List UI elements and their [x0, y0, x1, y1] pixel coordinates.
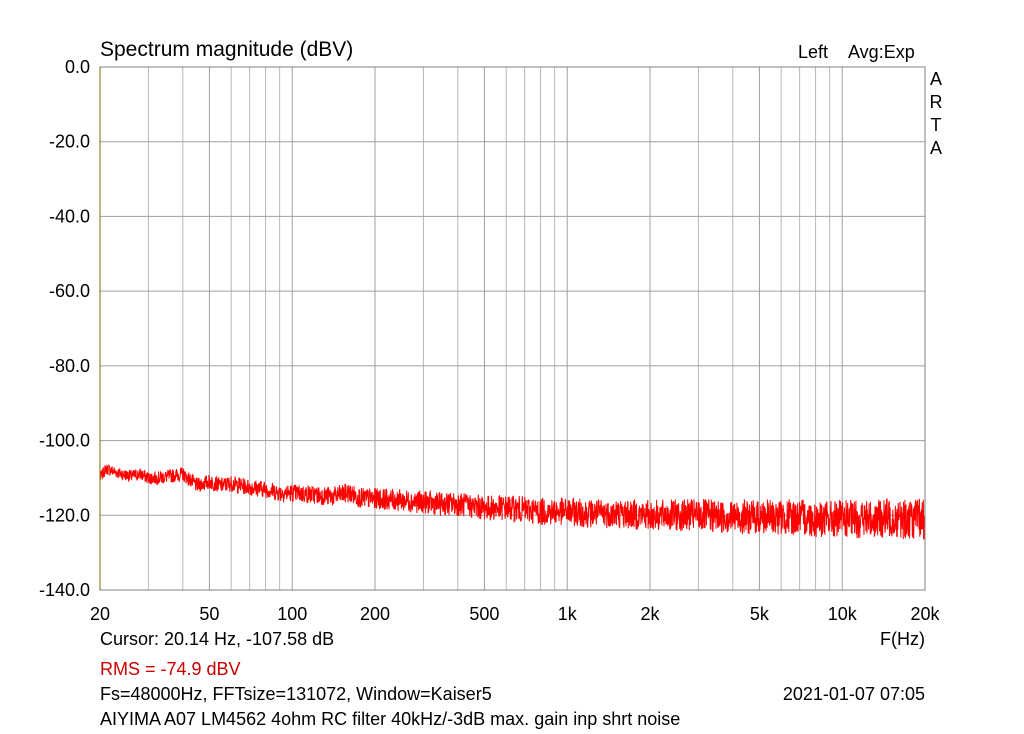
x-tick-label: 20 [90, 604, 110, 624]
y-tick-label: -60.0 [49, 281, 90, 301]
y-tick-label: -80.0 [49, 356, 90, 376]
x-tick-label: 100 [277, 604, 307, 624]
x-tick-label: 1k [558, 604, 578, 624]
brand-letter: R [930, 92, 943, 112]
y-tick-label: -120.0 [39, 505, 90, 525]
y-tick-label: -140.0 [39, 580, 90, 600]
x-axis-ticks: 20 50 100 200 500 1k 2k 5k 10k 20k [90, 604, 941, 624]
cursor-readout: Cursor: 20.14 Hz, -107.58 dB [100, 629, 334, 649]
y-tick-label: 0.0 [65, 57, 90, 77]
measurement-description: AIYIMA A07 LM4562 4ohm RC filter 40kHz/-… [100, 709, 680, 729]
spectrum-trace [99, 463, 926, 540]
x-tick-label: 50 [199, 604, 219, 624]
x-tick-label: 20k [910, 604, 940, 624]
chart-title: Spectrum magnitude (dBV) [100, 38, 353, 61]
brand-letter: T [931, 115, 942, 135]
rms-readout: RMS = -74.9 dBV [100, 659, 241, 679]
y-axis-ticks: 0.0 -20.0 -40.0 -60.0 -80.0 -100.0 -120.0 -140.… [39, 57, 90, 600]
x-tick-label: 10k [828, 604, 858, 624]
x-tick-label: 2k [640, 604, 660, 624]
brand-letter: A [930, 69, 942, 89]
y-tick-label: -20.0 [49, 132, 90, 152]
y-tick-label: -100.0 [39, 431, 90, 451]
x-axis-label: F(Hz) [880, 629, 925, 649]
x-tick-label: 500 [469, 604, 499, 624]
y-tick-label: -40.0 [49, 206, 90, 226]
x-tick-label: 5k [750, 604, 770, 624]
timestamp: 2021-01-07 07:05 [783, 684, 925, 704]
channel-label: Left [798, 42, 828, 62]
x-tick-label: 200 [360, 604, 390, 624]
brand-letter: A [930, 138, 942, 158]
fft-info: Fs=48000Hz, FFTsize=131072, Window=Kaise… [100, 684, 492, 704]
series-layer [99, 463, 926, 540]
averaging-label: Avg:Exp [848, 42, 915, 62]
